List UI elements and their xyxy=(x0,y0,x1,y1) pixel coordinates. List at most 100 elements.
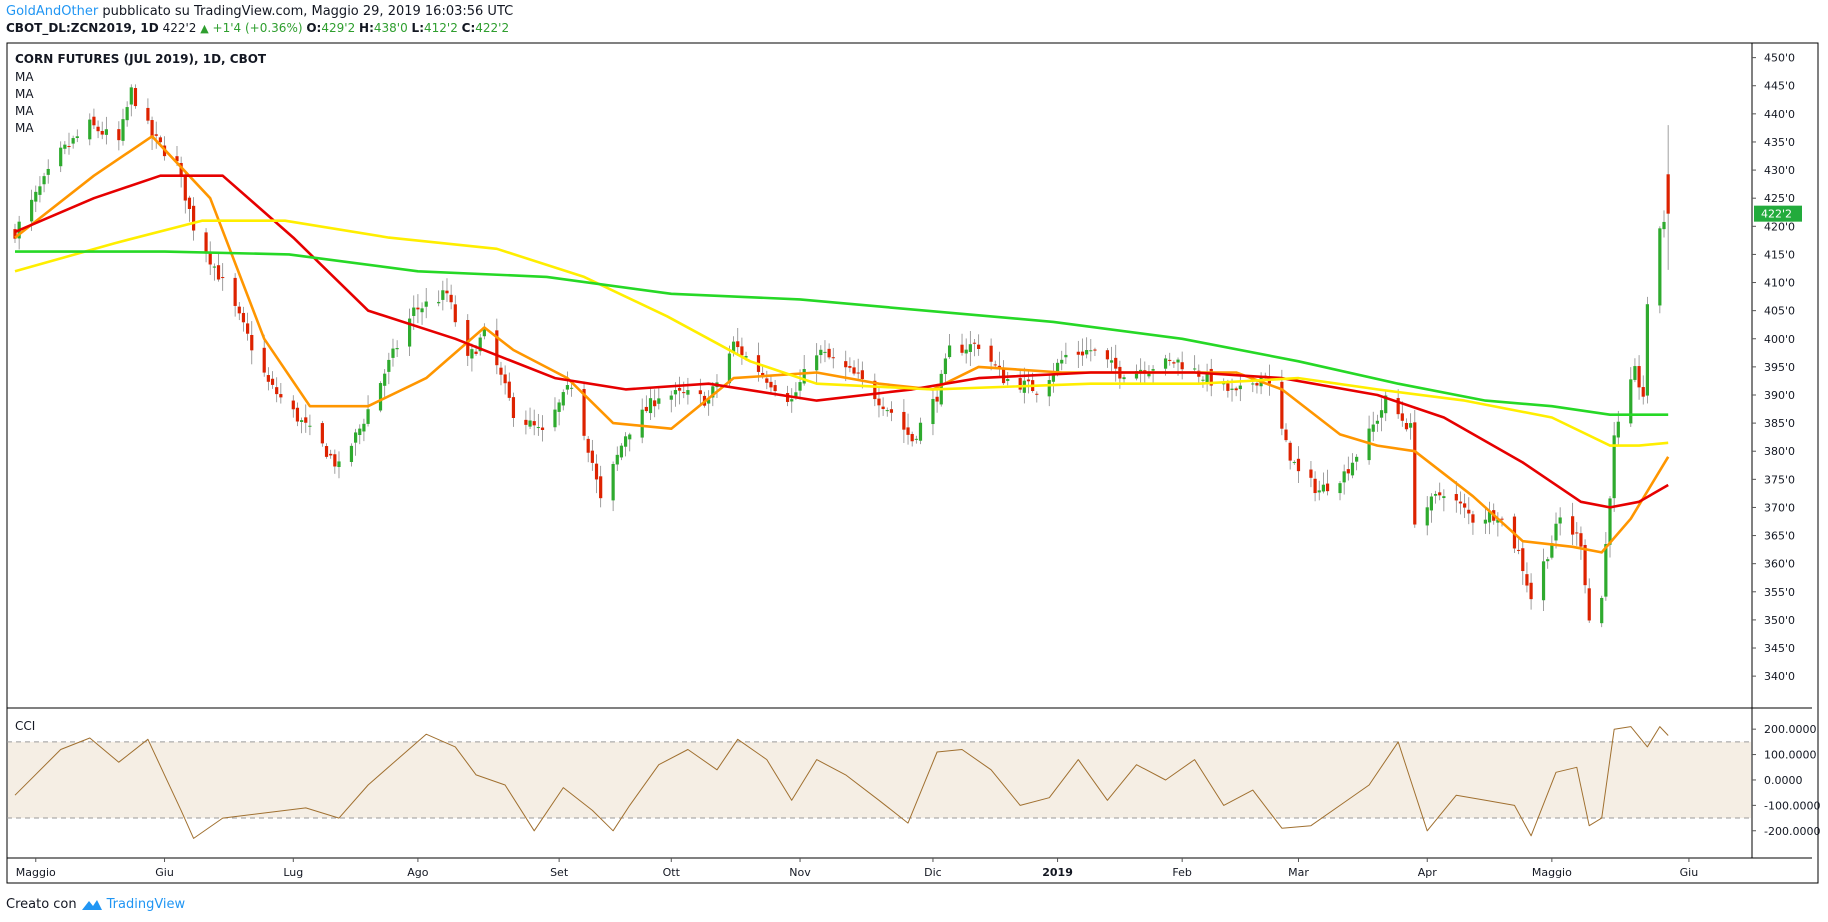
candle-body xyxy=(1633,366,1637,380)
candle-body xyxy=(71,138,75,144)
candle-body xyxy=(1134,371,1139,379)
candle xyxy=(46,159,50,184)
candle xyxy=(1409,413,1413,440)
candle-body xyxy=(1284,429,1288,441)
candle-body xyxy=(628,434,632,440)
candle xyxy=(13,223,17,243)
candle-body xyxy=(1579,533,1583,547)
price-tick-label: 440'0 xyxy=(1764,108,1795,121)
candle xyxy=(1579,526,1583,560)
candle xyxy=(1554,512,1558,549)
candle-body xyxy=(366,409,370,424)
candle-body xyxy=(856,372,860,374)
candle xyxy=(1550,535,1554,560)
candle-body xyxy=(761,372,765,376)
candles xyxy=(13,84,1670,628)
price-tick-label: 380'0 xyxy=(1764,445,1795,458)
candle-body xyxy=(1313,478,1317,494)
cci-tick-label: 200.0000 xyxy=(1764,723,1817,736)
tradingview-link[interactable]: TradingView xyxy=(106,897,186,912)
candle xyxy=(557,399,561,426)
candle xyxy=(424,288,428,319)
cci-legend[interactable]: CCI xyxy=(15,719,35,733)
candle-body xyxy=(1463,503,1467,508)
candle xyxy=(1309,460,1313,488)
candle-body xyxy=(698,390,702,395)
candle-body xyxy=(1139,369,1143,372)
candle-body xyxy=(823,351,827,353)
ma-legend[interactable]: MA xyxy=(15,104,34,118)
candle xyxy=(827,343,831,360)
candle xyxy=(1483,507,1487,534)
last-price-tag xyxy=(1754,205,1802,222)
candle-body xyxy=(1047,380,1051,397)
candle-body xyxy=(216,265,221,280)
candle-body xyxy=(935,396,939,402)
candle-body xyxy=(653,400,657,407)
candle-body xyxy=(478,337,482,352)
candle-body xyxy=(266,375,270,382)
candle xyxy=(1471,510,1475,535)
candle xyxy=(1325,469,1330,496)
candle-body xyxy=(914,438,918,440)
candle-body xyxy=(524,419,528,425)
candle xyxy=(1114,344,1118,382)
candle-body xyxy=(395,348,399,350)
candle xyxy=(208,241,212,275)
candle-body xyxy=(1587,588,1591,621)
candle xyxy=(831,347,835,369)
candle-body xyxy=(528,420,532,427)
candle-body xyxy=(731,341,736,352)
ma-legend[interactable]: MA xyxy=(15,87,34,101)
candle-body xyxy=(133,88,138,107)
candle xyxy=(449,284,453,310)
candle-body xyxy=(1442,496,1446,499)
candle xyxy=(507,372,511,401)
ma-legend[interactable]: MA xyxy=(15,70,34,84)
candle xyxy=(1633,358,1637,383)
candle xyxy=(1093,347,1097,356)
candle-body xyxy=(1400,413,1404,421)
candle-body xyxy=(1371,424,1375,432)
candle xyxy=(611,461,615,512)
candle xyxy=(125,101,129,127)
candle-body xyxy=(1060,359,1064,364)
price-tick-label: 350'0 xyxy=(1764,614,1795,627)
candle xyxy=(1076,340,1080,369)
candle-body xyxy=(1571,516,1575,535)
candle xyxy=(968,331,972,367)
candle xyxy=(615,446,619,471)
candle xyxy=(1662,210,1666,238)
candle xyxy=(92,108,96,130)
candle xyxy=(528,407,532,429)
candle xyxy=(1384,390,1388,422)
candle-body xyxy=(1438,492,1442,496)
price-tick-label: 435'0 xyxy=(1764,136,1795,149)
candle-body xyxy=(993,364,997,366)
candle xyxy=(250,321,254,365)
candle xyxy=(910,431,914,447)
candle-body xyxy=(146,107,150,121)
price-tick-label: 360'0 xyxy=(1764,558,1795,571)
candle-body xyxy=(75,136,79,139)
candle-body xyxy=(744,356,748,358)
candle xyxy=(1089,339,1093,362)
ma-legend[interactable]: MA xyxy=(15,121,34,135)
candle-body xyxy=(790,399,794,402)
high-value: 438'0 xyxy=(373,21,408,35)
candle-body xyxy=(1641,387,1645,397)
close-label: C: xyxy=(461,21,476,35)
candle-body xyxy=(507,381,511,398)
author-link[interactable]: GoldAndOther xyxy=(6,4,99,19)
candle xyxy=(42,172,46,193)
candle-body xyxy=(300,420,304,422)
candle xyxy=(354,428,358,456)
candle-body xyxy=(1604,544,1608,597)
candle xyxy=(1541,548,1546,611)
candle-body xyxy=(324,446,329,457)
candle-body xyxy=(1151,369,1155,371)
candle xyxy=(395,340,399,358)
candle-body xyxy=(1404,422,1409,430)
candle-body xyxy=(1201,379,1205,381)
